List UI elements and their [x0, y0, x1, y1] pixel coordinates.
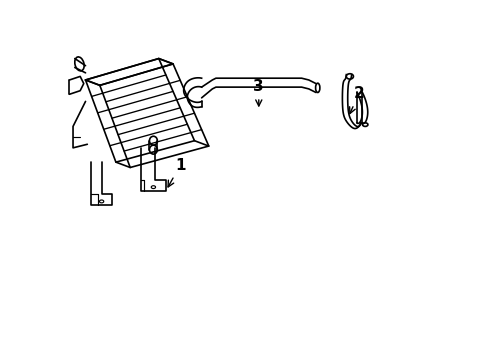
Ellipse shape: [362, 123, 367, 126]
Text: 3: 3: [253, 79, 264, 106]
Ellipse shape: [149, 136, 157, 145]
Text: 2: 2: [349, 86, 364, 113]
Ellipse shape: [149, 145, 157, 154]
Ellipse shape: [346, 74, 353, 79]
Ellipse shape: [315, 83, 319, 93]
Text: 1: 1: [168, 158, 185, 187]
